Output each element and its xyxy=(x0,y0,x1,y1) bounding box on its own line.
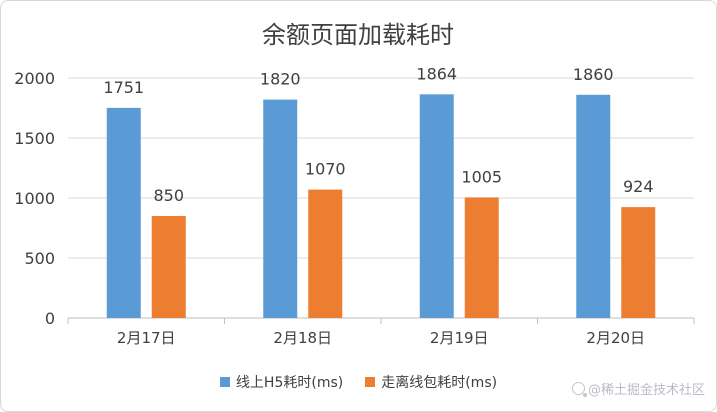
watermark: @稀土掘金技术社区 xyxy=(571,379,705,398)
y-tick-label: 1500 xyxy=(14,129,55,148)
data-label: 1860 xyxy=(573,65,614,84)
x-tick-label: 2月18日 xyxy=(273,329,332,347)
y-axis: 0 500 1000 1500 2000 xyxy=(14,69,55,328)
legend-label-online-h5: 线上H5耗时(ms) xyxy=(235,375,344,391)
legend-item-offline-package: 走离线包耗时(ms) xyxy=(365,372,497,392)
bar-online-h5 xyxy=(106,107,141,318)
data-labels: 1751 850 1820 1070 1864 1005 1860 924 xyxy=(103,64,653,205)
data-label: 1864 xyxy=(416,64,457,83)
data-label: 1005 xyxy=(461,167,502,186)
watermark-icon xyxy=(571,382,587,397)
y-tick-label: 0 xyxy=(45,309,55,328)
legend: 线上H5耗时(ms) 走离线包耗时(ms) xyxy=(0,372,717,392)
legend-item-online-h5: 线上H5耗时(ms) xyxy=(219,372,344,392)
x-axis: 2月17日 2月18日 2月19日 2月20日 xyxy=(67,317,695,347)
data-label: 1070 xyxy=(305,160,346,179)
bar-offline-package xyxy=(464,197,499,318)
bar-offline-package xyxy=(621,207,656,318)
legend-swatch-online-h5 xyxy=(219,377,230,387)
x-tick-label: 2月20日 xyxy=(586,329,645,347)
y-tick-label: 1000 xyxy=(14,189,55,208)
data-label: 850 xyxy=(153,186,184,205)
data-label: 1820 xyxy=(260,70,301,89)
bar-offline-package xyxy=(308,189,343,318)
bars xyxy=(106,94,656,318)
bar-offline-package xyxy=(151,216,186,318)
data-label: 1751 xyxy=(103,78,144,97)
x-tick-label: 2月19日 xyxy=(430,329,489,347)
y-tick-label: 2000 xyxy=(14,69,55,88)
watermark-text: @稀土掘金技术社区 xyxy=(587,383,705,398)
bar-online-h5 xyxy=(419,94,454,318)
y-tick-label: 500 xyxy=(24,249,55,268)
data-label: 924 xyxy=(623,177,654,196)
x-tick-label: 2月17日 xyxy=(117,329,176,347)
bar-online-h5 xyxy=(263,99,298,318)
chart-title: 余额页面加载耗时 xyxy=(262,21,454,49)
legend-label-offline-package: 走离线包耗时(ms) xyxy=(381,375,498,391)
bar-online-h5 xyxy=(576,94,611,318)
legend-swatch-offline-package xyxy=(365,377,376,387)
